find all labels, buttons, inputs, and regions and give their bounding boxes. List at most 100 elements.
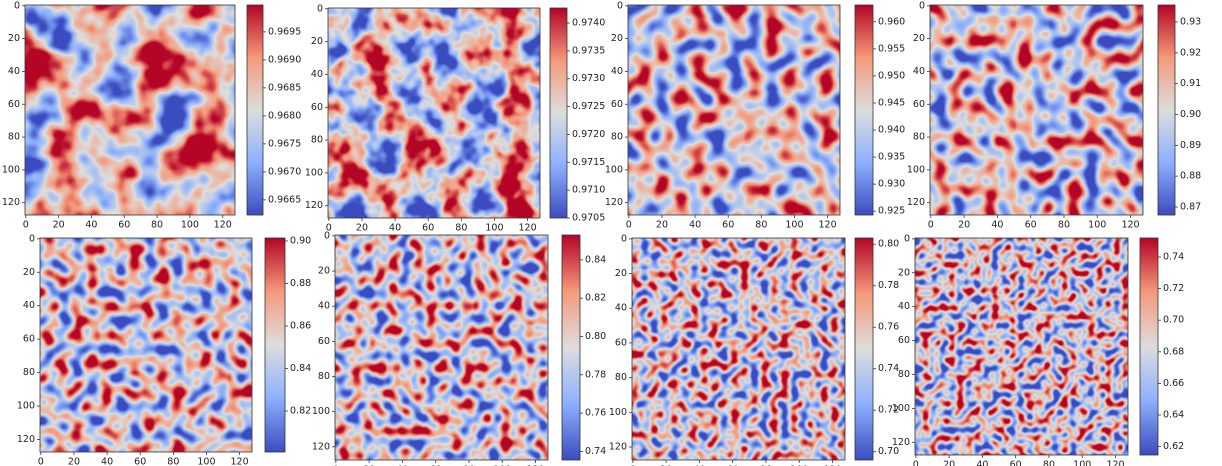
colorbar (1157, 4, 1176, 216)
colorbar-tick-label: 0.9730 (572, 73, 605, 84)
x-tick-label: 80 (167, 457, 179, 466)
x-tick-label: 0 (928, 220, 934, 231)
colorbar-tick-label: 0.88 (1180, 171, 1201, 182)
y-tick-label: 0 (904, 233, 910, 244)
colorbar-tick-label: 0.74 (585, 446, 606, 457)
x-tick-label: 40 (101, 457, 113, 466)
y-tick-label: 60 (615, 337, 627, 348)
colorbar (854, 237, 874, 461)
x-tick-label: 120 (526, 465, 544, 466)
y-tick-label: 80 (311, 135, 323, 146)
x-tick-label: 60 (118, 220, 130, 231)
y-tick-label: 40 (311, 69, 323, 80)
x-tick-label: 80 (455, 223, 467, 234)
heatmap (915, 238, 1128, 455)
heatmap (25, 5, 235, 215)
colorbar-tick-label: 0.74 (1163, 251, 1184, 262)
x-tick-label: 60 (422, 223, 434, 234)
colorbar-tick-label: 0.72 (1163, 283, 1184, 294)
heatmap (335, 235, 548, 460)
colorbar-tick-label: 0.68 (1163, 346, 1184, 357)
colorbar-tick-label: 0.940 (878, 125, 905, 136)
y-tick-label: 20 (913, 33, 925, 44)
x-tick-label: 80 (760, 465, 772, 466)
x-tick-label: 100 (197, 457, 215, 466)
x-tick-label: 120 (519, 223, 537, 234)
colorbar-tick-label: 0.82 (290, 405, 311, 416)
y-tick-label: 60 (913, 99, 925, 110)
x-tick-label: 100 (1088, 220, 1106, 231)
x-tick-label: 40 (85, 220, 97, 231)
heatmap (632, 238, 845, 460)
y-tick-label: 80 (615, 372, 627, 383)
heatmap (328, 8, 540, 218)
x-tick-label: 100 (493, 465, 511, 466)
y-tick-label: 80 (913, 132, 925, 143)
x-tick-label: 60 (430, 465, 442, 466)
y-tick-label: 120 (892, 437, 910, 448)
colorbar-tick-label: 0.93 (1180, 16, 1201, 27)
y-tick-label: 60 (611, 99, 623, 110)
colorbar-tick-label: 0.9665 (268, 194, 301, 205)
colorbar-tick-label: 0.62 (1163, 441, 1184, 452)
colorbar-tick-label: 0.89 (1180, 140, 1201, 151)
heatmap (930, 5, 1143, 215)
y-tick-label: 100 (609, 407, 627, 418)
y-tick-label: 120 (305, 200, 323, 211)
x-tick-label: 20 (958, 220, 970, 231)
colorbar-tick-label: 0.945 (878, 97, 905, 108)
colorbar-tick-label: 0.9720 (572, 129, 605, 140)
colorbar-tick-label: 0.84 (585, 254, 606, 265)
x-tick-label: 120 (819, 220, 837, 231)
x-tick-label: 20 (68, 457, 80, 466)
colorbar-tick-label: 0.74 (878, 363, 899, 374)
y-tick-label: 100 (312, 406, 330, 417)
y-tick-label: 120 (609, 441, 627, 452)
colorbar (854, 4, 874, 216)
x-tick-label: 100 (485, 223, 503, 234)
x-tick-label: 40 (693, 465, 705, 466)
colorbar-tick-label: 0.70 (1163, 315, 1184, 326)
x-tick-label: 20 (356, 223, 368, 234)
y-tick-label: 120 (605, 197, 623, 208)
y-tick-label: 0 (29, 233, 35, 244)
axes-frame (327, 7, 541, 219)
colorbar-tick-label: 0.76 (878, 322, 899, 333)
y-tick-label: 100 (305, 167, 323, 178)
x-tick-label: 40 (991, 220, 1003, 231)
colorbar-tick-label: 0.9705 (572, 213, 605, 224)
y-tick-label: 120 (17, 434, 35, 445)
x-tick-label: 100 (790, 465, 808, 466)
colorbar-tick-label: 0.80 (878, 239, 899, 250)
colorbar-tick-label: 0.9740 (572, 18, 605, 29)
colorbar-tick-label: 0.960 (878, 16, 905, 27)
y-tick-label: 80 (898, 369, 910, 380)
x-tick-label: 0 (23, 220, 29, 231)
colorbar-tick-label: 0.78 (585, 369, 606, 380)
x-tick-label: 80 (1058, 220, 1070, 231)
colorbar-tick-label: 0.9695 (268, 26, 301, 37)
colorbar-tick-label: 0.935 (878, 152, 905, 163)
y-tick-label: 40 (23, 300, 35, 311)
x-tick-label: 40 (976, 460, 988, 466)
x-tick-label: 0 (626, 220, 632, 231)
y-tick-label: 0 (14, 0, 20, 11)
y-tick-label: 60 (311, 102, 323, 113)
y-tick-label: 60 (318, 336, 330, 347)
axes-frame (39, 237, 253, 453)
x-tick-label: 20 (53, 220, 65, 231)
colorbar-tick-label: 0.925 (878, 206, 905, 217)
y-tick-label: 60 (23, 334, 35, 345)
y-tick-label: 20 (318, 266, 330, 277)
colorbar (1139, 237, 1159, 456)
colorbar-tick-label: 0.9710 (572, 185, 605, 196)
colorbar-tick-label: 0.64 (1163, 410, 1184, 421)
x-tick-label: 120 (231, 457, 249, 466)
x-tick-label: 40 (689, 220, 701, 231)
colorbar-tick-label: 0.92 (1180, 47, 1201, 58)
x-tick-label: 60 (1010, 460, 1022, 466)
y-tick-label: 40 (913, 66, 925, 77)
y-tick-label: 60 (8, 99, 20, 110)
y-tick-label: 120 (907, 197, 925, 208)
axes-frame (631, 237, 846, 461)
